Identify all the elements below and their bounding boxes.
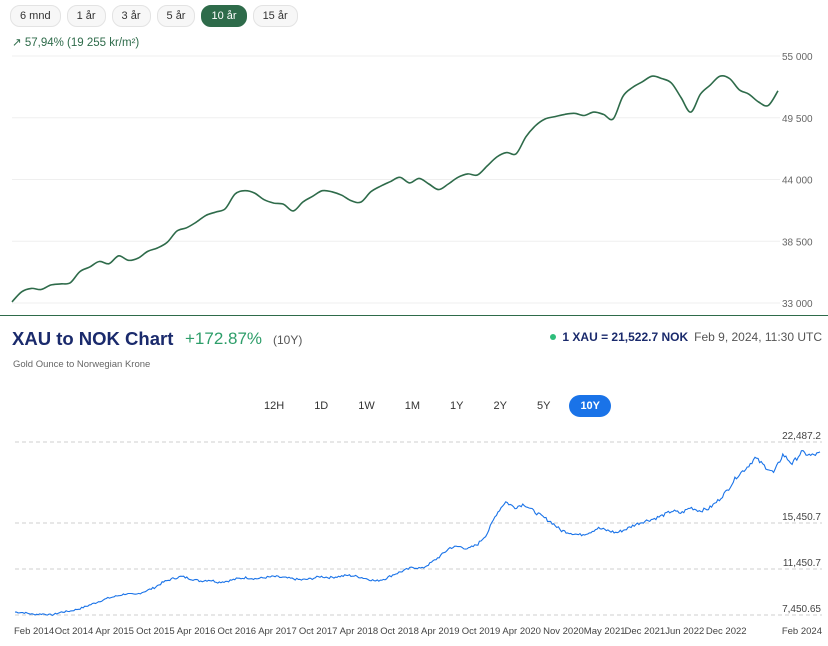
period-12h-button[interactable]: 12H	[264, 400, 285, 412]
bottom-chart-plot: 7,450.65 11,450.7 15,450.7 22,487.2 Feb 2014…	[14, 431, 822, 637]
range-1y-button[interactable]: 1 år	[66, 5, 106, 27]
range-3y-button[interactable]: 3 år	[111, 5, 151, 27]
range-15y-button[interactable]: 15 år	[252, 5, 298, 27]
top-y-tick-label: 49 500	[782, 114, 813, 125]
period-1y-button[interactable]: 1Y	[450, 400, 464, 412]
bottom-series-line	[15, 450, 821, 617]
period-1w-button[interactable]: 1W	[358, 400, 375, 412]
top-series-line	[11, 74, 779, 303]
bottom-x-tick-label: Nov 2020	[543, 626, 584, 637]
bottom-x-tick-label: Feb 2024	[782, 626, 822, 637]
period-1m-button[interactable]: 1M	[404, 400, 421, 412]
current-rate: 1 XAU = 21,522.7 NOK Feb 9, 2024, 11:30 …	[550, 330, 822, 344]
bottom-x-tick-label: Oct 2016	[218, 626, 257, 637]
period-10y-button[interactable]: 10Y	[569, 395, 612, 417]
period-1d-button[interactable]: 1D	[314, 400, 329, 412]
bottom-x-tick-label: Feb 2014	[14, 626, 54, 637]
bottom-y-tick-label: 22,487.2	[782, 431, 821, 442]
bottom-y-tick-label: 7,450.65	[782, 604, 821, 615]
bottom-x-tick-label: Apr 2015	[95, 626, 134, 637]
panel-divider	[0, 315, 828, 316]
range-10y-button[interactable]: 10 år	[201, 5, 247, 27]
top-y-tick-label: 38 500	[782, 237, 813, 248]
bottom-x-tick-label: Apr 2016	[177, 626, 216, 637]
bottom-x-tick-label: Apr 2019	[421, 626, 460, 637]
bottom-x-tick-label: Oct 2014	[55, 626, 94, 637]
top-y-tick-label: 44 000	[782, 176, 813, 187]
bottom-y-tick-label: 15,450.7	[782, 512, 821, 523]
top-chart-plot: 33 000 38 500 44 000 49 500 55 000	[11, 52, 813, 310]
change-percent: +172.87%	[185, 329, 263, 348]
bottom-x-tick-label: Oct 2019	[462, 626, 501, 637]
xau-nok-chart-panel: XAU to NOK Chart +172.87% (10Y) Gold Oun…	[0, 316, 828, 646]
bottom-x-tick-label: Jun 2022	[665, 626, 704, 637]
bottom-x-tick-label: Oct 2015	[136, 626, 175, 637]
bottom-x-tick-label: Oct 2018	[380, 626, 419, 637]
change-summary: ↗ 57,94% (19 255 kr/m²)	[12, 35, 139, 49]
rate-value: 1 XAU = 21,522.7 NOK	[562, 330, 689, 344]
range-5y-button[interactable]: 5 år	[156, 5, 196, 27]
period-5y-button[interactable]: 5Y	[536, 400, 551, 412]
bottom-x-tick-label: May 2021	[584, 626, 626, 637]
bottom-y-tick-label: 11,450.7	[783, 558, 822, 569]
range-selector: 6 mnd 1 år 3 år 5 år 10 år 15 år	[10, 5, 298, 27]
chart-title: XAU to NOK Chart	[12, 328, 174, 349]
bottom-x-tick-label: Apr 2018	[340, 626, 379, 637]
top-y-tick-label: 55 000	[782, 52, 813, 63]
bottom-x-tick-label: Apr 2017	[258, 626, 297, 637]
change-text: 57,94% (19 255 kr/m²)	[24, 37, 140, 49]
live-dot-icon	[550, 334, 557, 340]
bottom-x-tick-label: Oct 2017	[299, 626, 338, 637]
period-2y-button[interactable]: 2Y	[493, 400, 507, 412]
bottom-x-tick-label: Dec 2022	[706, 626, 747, 637]
top-y-tick-label: 33 000	[782, 299, 813, 310]
chart-subtitle: Gold Ounce to Norwegian Krone	[13, 359, 151, 370]
range-6m-button[interactable]: 6 mnd	[10, 5, 61, 27]
bottom-x-tick-label: Dec 2021	[625, 626, 666, 637]
bottom-x-tick-label: Apr 2020	[502, 626, 541, 637]
trend-up-icon: ↗	[12, 37, 22, 49]
period-selector: 12H 1D 1W 1M 1Y 2Y 5Y 10Y	[253, 395, 619, 417]
rate-timestamp: Feb 9, 2024, 11:30 UTC	[694, 330, 822, 344]
change-period: (10Y)	[273, 333, 303, 347]
price-per-m2-chart: 6 mnd 1 år 3 år 5 år 10 år 15 år ↗ 57,94…	[0, 0, 828, 316]
